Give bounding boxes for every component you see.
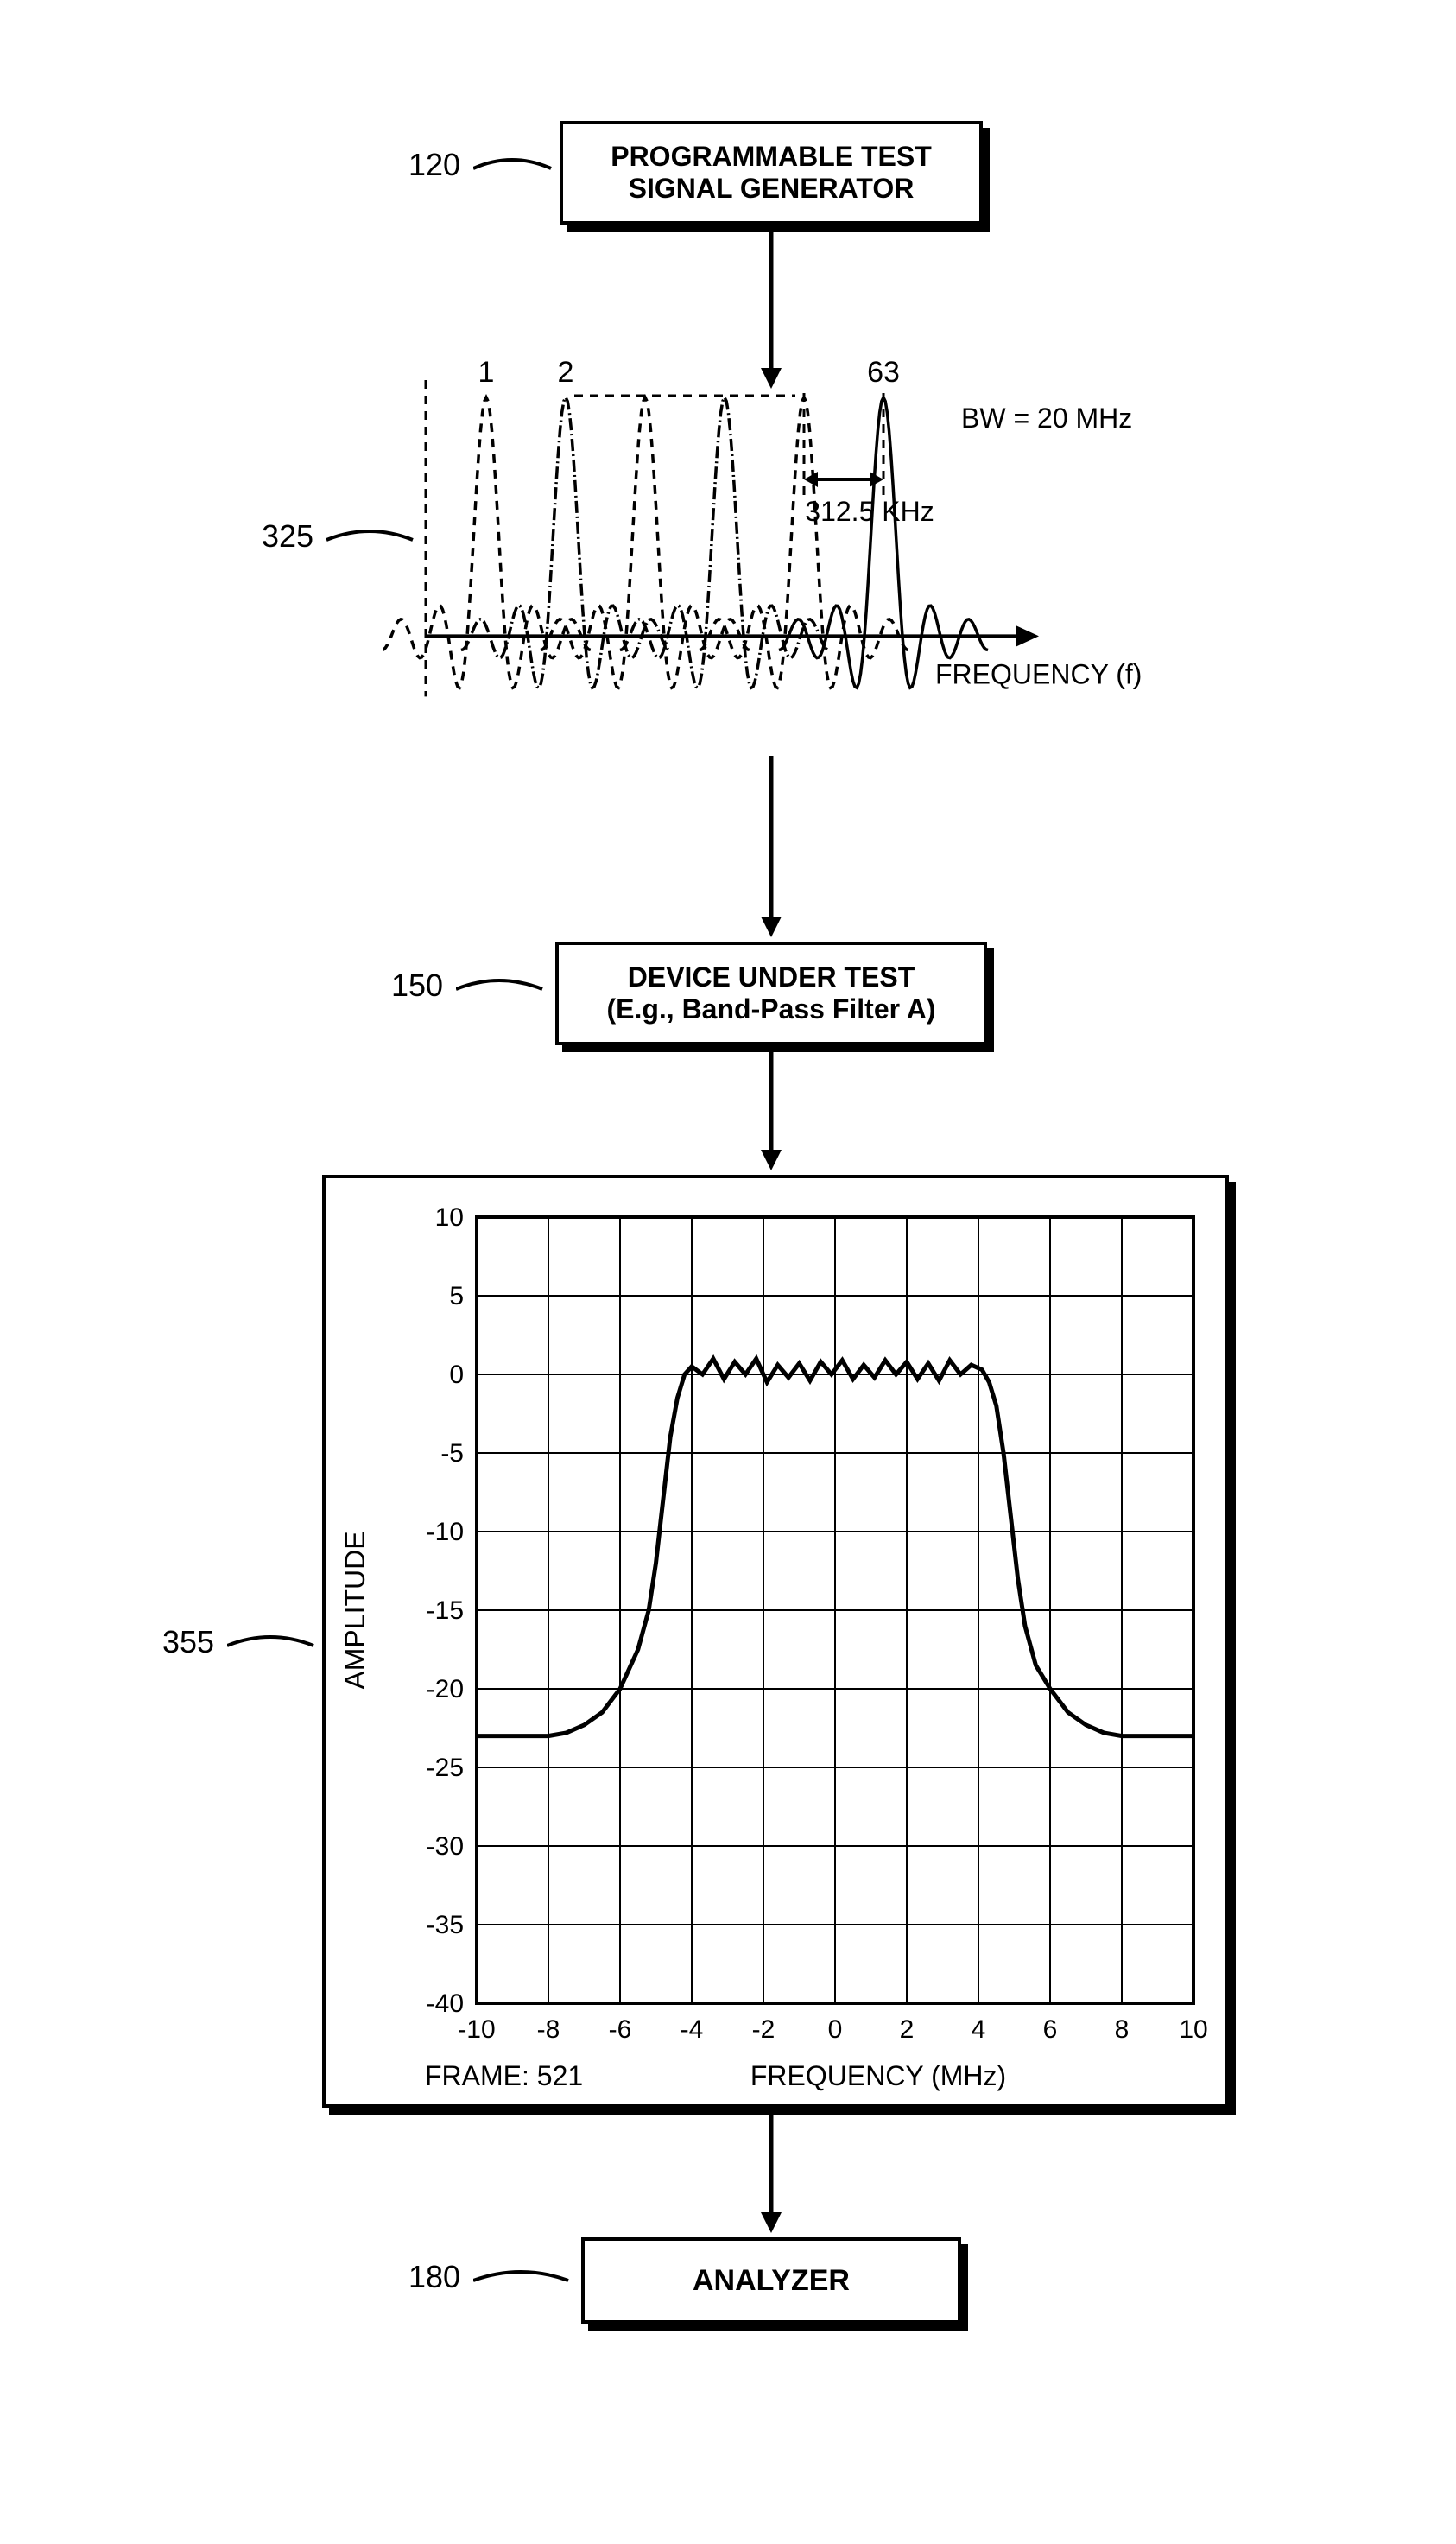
svg-text:1: 1 — [478, 356, 495, 389]
svg-text:10: 10 — [1179, 2015, 1207, 2044]
svg-text:-30: -30 — [427, 1832, 464, 1861]
svg-text:-5: -5 — [440, 1439, 464, 1468]
svg-text:0: 0 — [449, 1361, 464, 1389]
svg-text:2: 2 — [900, 2015, 915, 2044]
svg-text:FREQUENCY (f): FREQUENCY (f) — [935, 658, 1142, 689]
svg-text:-40: -40 — [427, 1989, 464, 2018]
svg-text:63: 63 — [867, 356, 900, 389]
svg-text:FREQUENCY (MHz): FREQUENCY (MHz) — [750, 2060, 1006, 2091]
svg-text:-2: -2 — [752, 2015, 775, 2044]
svg-text:-35: -35 — [427, 1911, 464, 1939]
svg-text:BW = 20 MHz: BW = 20 MHz — [961, 403, 1132, 434]
svg-text:2: 2 — [558, 356, 574, 389]
svg-text:-20: -20 — [427, 1675, 464, 1703]
svg-text:-10: -10 — [458, 2015, 495, 2044]
svg-text:0: 0 — [828, 2015, 843, 2044]
programmable-test-signal-generator-box: PROGRAMMABLE TESTSIGNAL GENERATOR — [560, 121, 983, 225]
sinc-subcarrier-diagram: 1 2 63 BW = 20 MHz 312.5 KHz FREQUENCY (f) — [383, 328, 1298, 829]
svg-text:6: 6 — [1043, 2015, 1058, 2044]
svg-text:10: 10 — [435, 1203, 464, 1232]
svg-text:4: 4 — [972, 2015, 986, 2044]
svg-text:5: 5 — [449, 1282, 464, 1310]
svg-text:-8: -8 — [537, 2015, 560, 2044]
svg-text:312.5 KHz: 312.5 KHz — [805, 496, 934, 527]
svg-text:-4: -4 — [681, 2015, 704, 2044]
svg-text:-10: -10 — [427, 1518, 464, 1546]
svg-text:FRAME: 521: FRAME: 521 — [425, 2060, 583, 2091]
svg-text:-6: -6 — [609, 2015, 632, 2044]
frequency-response-chart: -10-8-6-4-202468101050-5-10-15-20-25-30-… — [322, 1175, 1229, 2108]
svg-text:AMPLITUDE: AMPLITUDE — [339, 1531, 370, 1689]
svg-text:-15: -15 — [427, 1596, 464, 1625]
svg-text:8: 8 — [1115, 2015, 1130, 2044]
device-under-test-box: DEVICE UNDER TEST(E.g., Band-Pass Filter… — [555, 942, 987, 1045]
analyzer-box: ANALYZER — [581, 2237, 961, 2324]
svg-text:-25: -25 — [427, 1754, 464, 1782]
